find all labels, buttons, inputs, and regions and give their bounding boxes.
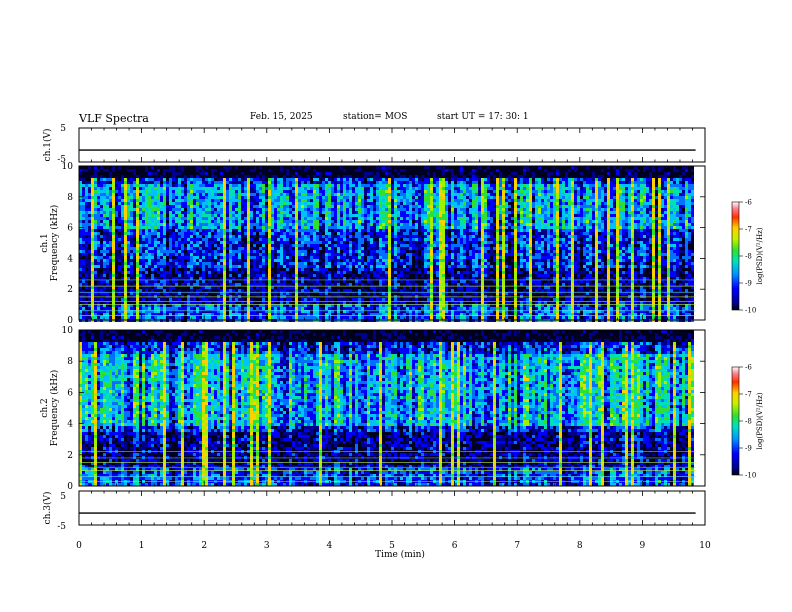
spec2-ytick-label: 0 bbox=[67, 482, 73, 492]
ch1-ytick-top: 5 bbox=[60, 124, 66, 134]
x-tick-label: 10 bbox=[699, 541, 711, 551]
spec1-ytick-label: 10 bbox=[62, 162, 74, 172]
ch1-frequency-label: Frequency (kHz) bbox=[49, 205, 60, 282]
colorbar-ch1-label: log(PSD)(V²/Hz) bbox=[756, 227, 764, 284]
colorbar-ch2-tick-label: -7 bbox=[745, 391, 752, 399]
ch1-channel-label: ch.1 bbox=[40, 233, 50, 252]
ch2-frequency-label: Frequency (kHz) bbox=[49, 370, 60, 447]
colorbar-ch2-gradient bbox=[732, 367, 739, 475]
panel-ch1-voltage: 5 -5 ch.1(V) bbox=[42, 124, 705, 165]
x-tick-label: 2 bbox=[201, 541, 207, 551]
x-tick-label: 8 bbox=[577, 541, 583, 551]
colorbar-ch1-tick-label: -10 bbox=[745, 307, 756, 315]
colorbar-ch1-tick-label: -8 bbox=[745, 253, 752, 261]
ch1-voltage-frame bbox=[79, 128, 705, 162]
spec1-ytick-label: 0 bbox=[67, 316, 73, 326]
spec2-ytick-label: 8 bbox=[67, 357, 73, 367]
colorbar-ch2-tick-label: -6 bbox=[745, 364, 752, 372]
colorbar-ch1-tick-label: -7 bbox=[745, 226, 752, 234]
x-tick-label: 1 bbox=[139, 541, 145, 551]
colorbar-ch2-tick-label: -10 bbox=[745, 472, 756, 480]
x-tick-label: 9 bbox=[640, 541, 646, 551]
spec2-ytick-label: 10 bbox=[62, 326, 74, 336]
x-tick-label: 7 bbox=[514, 541, 520, 551]
colorbar-ch2-tick-label: -8 bbox=[745, 418, 752, 426]
colorbar-ch1-gradient bbox=[732, 202, 739, 310]
colorbar-ch2-tick-label: -9 bbox=[745, 445, 752, 453]
x-tick-label: 6 bbox=[452, 541, 458, 551]
ch1-voltage-label: ch.1(V) bbox=[42, 129, 53, 162]
spec2-ytick-label: 4 bbox=[67, 420, 73, 430]
spec1-ytick-label: 6 bbox=[67, 224, 73, 234]
ch3-voltage-label: ch.3(V) bbox=[42, 492, 53, 525]
x-tick-label: 4 bbox=[327, 541, 333, 551]
colorbar-ch1-tick-label: -9 bbox=[745, 280, 752, 288]
colorbar-ch2: -6 -7 -8 -9 -10 log(PSD)(V²/Hz) bbox=[732, 364, 764, 480]
x-tick-label: 3 bbox=[264, 541, 270, 551]
spec1-ytick-label: 4 bbox=[67, 254, 73, 264]
ch3-voltage-frame bbox=[79, 491, 705, 525]
panel-ch1-spectrogram: 0 2 4 6 8 10 ch.1 Frequency (kHz) bbox=[40, 162, 705, 326]
ch3-ytick-top: 5 bbox=[60, 492, 66, 502]
spec1-ytick-label: 2 bbox=[67, 285, 73, 295]
spec1-ytick-label: 8 bbox=[67, 193, 73, 203]
x-tick-label: 0 bbox=[76, 541, 82, 551]
spec2-ytick-label: 2 bbox=[67, 451, 73, 461]
panel-ch3-voltage: 5 -5 ch.3(V) bbox=[42, 491, 705, 532]
colorbar-ch2-label: log(PSD)(V²/Hz) bbox=[756, 392, 764, 449]
ch2-channel-label: ch.2 bbox=[40, 398, 50, 417]
ch3-ytick-bottom: -5 bbox=[57, 522, 66, 532]
spec2-ytick-label: 6 bbox=[67, 388, 73, 398]
x-axis-label: Time (min) bbox=[375, 549, 425, 560]
colorbar-ch1-tick-label: -6 bbox=[745, 199, 752, 207]
panel-ch2-spectrogram: 0 2 4 6 8 10 ch.2 Frequency (kHz) bbox=[40, 326, 705, 492]
colorbar-ch1: -6 -7 -8 -9 -10 log(PSD)(V²/Hz) bbox=[732, 199, 764, 315]
